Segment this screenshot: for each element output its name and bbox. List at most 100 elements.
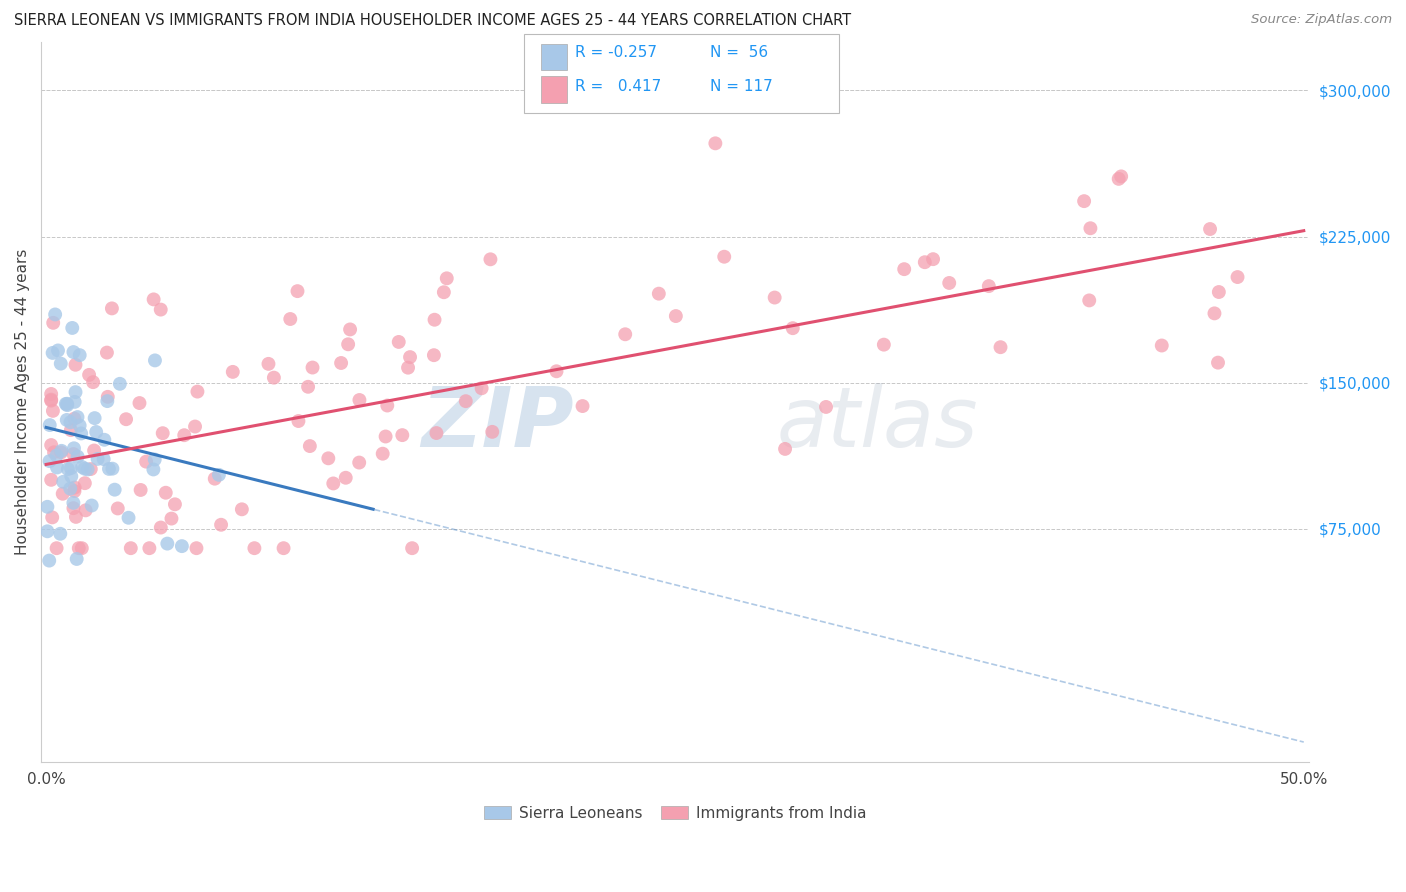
Point (143, 452, 166, 467)
Point (170, 539, 193, 553)
Point (63, 481, 86, 495)
Point (63, 411, 86, 425)
Point (59, 461, 82, 475)
Point (938, 276, 960, 290)
Point (648, 286, 671, 301)
Point (318, 451, 340, 466)
Point (39, 392, 62, 407)
Point (65, 509, 87, 524)
Point (990, 340, 1012, 354)
Point (56, 398, 79, 412)
Point (96, 345, 118, 359)
Point (1073, 194, 1095, 208)
Point (52, 475, 75, 489)
Point (222, 365, 245, 379)
Point (231, 502, 253, 516)
Point (546, 364, 568, 378)
Point (129, 483, 152, 497)
Point (73, 461, 96, 475)
Point (149, 520, 172, 534)
Point (257, 357, 280, 371)
Point (65, 358, 87, 372)
Point (208, 467, 231, 482)
Point (83, 411, 105, 425)
Point (1078, 293, 1101, 308)
Point (107, 501, 129, 516)
Point (63, 442, 86, 456)
Point (101, 301, 124, 316)
Point (287, 284, 309, 298)
Point (149, 302, 172, 317)
Point (83, 443, 105, 458)
Point (66, 450, 89, 464)
Point (44, 308, 66, 322)
Point (63, 484, 86, 499)
Point (471, 381, 494, 395)
Point (186, 541, 208, 556)
Point (209, 517, 232, 532)
Point (371, 447, 394, 461)
Point (1226, 270, 1249, 285)
Point (454, 394, 477, 409)
Point (39, 393, 62, 408)
Point (374, 429, 396, 443)
Point (1199, 222, 1222, 236)
Point (55, 397, 77, 411)
Point (59, 415, 82, 429)
Point (423, 312, 446, 326)
Point (65, 385, 87, 400)
Point (423, 348, 446, 362)
Point (163, 497, 186, 511)
Point (142, 293, 165, 307)
Point (922, 252, 945, 267)
Point (375, 399, 398, 413)
Point (49, 445, 72, 459)
Point (571, 399, 593, 413)
Point (66, 552, 89, 566)
Point (186, 384, 208, 399)
Point (45, 541, 67, 556)
Point (41, 346, 63, 360)
Point (401, 541, 423, 556)
Point (1204, 306, 1226, 320)
Text: atlas: atlas (776, 384, 979, 464)
Point (66, 410, 89, 425)
Point (349, 392, 371, 407)
Point (1108, 172, 1130, 186)
Point (84, 425, 107, 439)
Point (60, 469, 83, 483)
Point (704, 136, 727, 151)
Point (67, 541, 90, 556)
Point (391, 428, 413, 442)
Point (138, 541, 160, 556)
Point (62, 345, 84, 359)
Point (70, 426, 93, 441)
Point (204, 472, 226, 486)
Point (763, 291, 786, 305)
Point (322, 476, 344, 491)
Point (713, 250, 735, 264)
Point (115, 412, 138, 426)
Point (335, 471, 357, 485)
Point (97, 390, 120, 404)
Point (1150, 338, 1173, 352)
Point (45, 449, 67, 463)
Point (782, 321, 804, 335)
Point (38, 454, 60, 468)
Point (173, 428, 195, 442)
Point (41, 510, 63, 524)
Point (425, 425, 447, 440)
Point (37, 500, 59, 514)
Point (56, 462, 79, 476)
Point (433, 285, 456, 300)
Point (73, 476, 96, 491)
Point (108, 376, 131, 391)
Point (143, 353, 166, 368)
Point (42, 316, 65, 330)
Point (62, 496, 84, 510)
Point (62, 447, 84, 461)
Point (160, 511, 183, 525)
Legend: Sierra Leoneans, Immigrants from India: Sierra Leoneans, Immigrants from India (478, 799, 872, 827)
Point (42, 445, 65, 459)
Point (98, 462, 121, 476)
